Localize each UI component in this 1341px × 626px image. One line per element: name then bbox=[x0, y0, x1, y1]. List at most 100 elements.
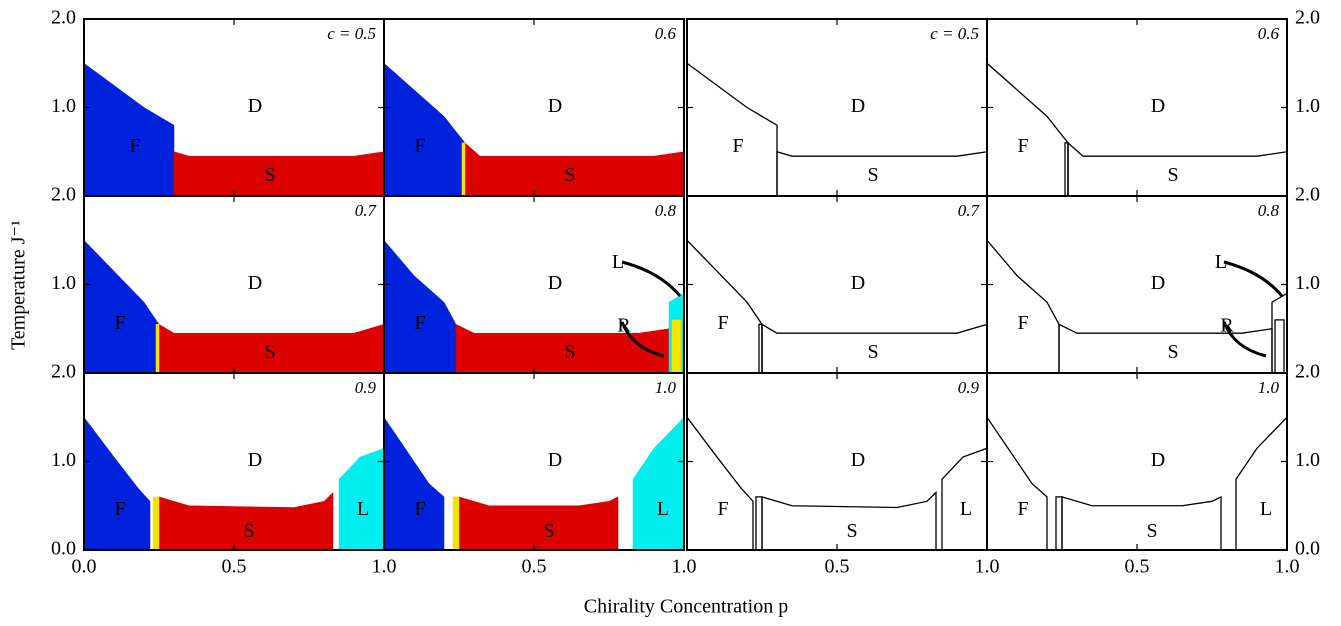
phase-label: F bbox=[732, 135, 743, 157]
panel-frame bbox=[686, 18, 988, 197]
phase-label: S bbox=[867, 164, 878, 186]
x-tick-label: 0.5 bbox=[222, 556, 247, 578]
phase-label: D bbox=[248, 449, 262, 471]
phase-region bbox=[155, 324, 160, 374]
phase-region bbox=[383, 239, 457, 374]
phase-label: F bbox=[1017, 312, 1028, 334]
panel-label: c = 0.5 bbox=[327, 24, 376, 43]
phase-region bbox=[1271, 292, 1288, 374]
phase-region bbox=[152, 496, 160, 551]
y-axis-label: Temperature J⁻¹ bbox=[8, 220, 30, 350]
phase-region bbox=[83, 239, 160, 374]
y-tick-label: 1.0 bbox=[51, 95, 76, 117]
phase-region bbox=[758, 323, 763, 374]
phase-region bbox=[671, 319, 682, 374]
x-tick-label: 0.5 bbox=[1125, 556, 1150, 578]
x-axis-label: Chirality Concentration p bbox=[584, 596, 788, 618]
panel-label: 0.9 bbox=[355, 378, 377, 397]
phase-label: D bbox=[1151, 95, 1165, 117]
x-tick-label: 1.0 bbox=[975, 556, 1000, 578]
phase-region bbox=[686, 415, 754, 551]
phase-label: S bbox=[543, 520, 554, 542]
phase-label: D bbox=[248, 272, 262, 294]
phase-label: R bbox=[1220, 315, 1234, 337]
phase-label: F bbox=[717, 312, 728, 334]
phase-label: F bbox=[114, 312, 125, 334]
phase-label: S bbox=[1146, 520, 1157, 542]
phase-region bbox=[632, 416, 685, 551]
arrow-l bbox=[1223, 260, 1284, 297]
phase-label: D bbox=[851, 272, 865, 294]
phase-label: S bbox=[264, 164, 275, 186]
phase-label: S bbox=[243, 520, 254, 542]
phase-region bbox=[986, 415, 1048, 551]
panel-frame bbox=[686, 195, 988, 374]
panel-label: 0.7 bbox=[355, 201, 378, 220]
phase-label: F bbox=[414, 498, 425, 520]
phase-label: S bbox=[264, 341, 275, 363]
phase-region bbox=[1055, 496, 1063, 551]
phase-label: F bbox=[1017, 498, 1028, 520]
phase-label: L bbox=[612, 251, 624, 273]
arrows bbox=[620, 260, 1284, 358]
phase-region bbox=[83, 62, 175, 197]
phase-region bbox=[458, 496, 619, 551]
panel-label: 0.6 bbox=[1258, 24, 1280, 43]
phase-label: F bbox=[129, 135, 140, 157]
phase-region bbox=[686, 238, 763, 374]
panel-frame bbox=[986, 18, 1288, 197]
phase-label: S bbox=[846, 520, 857, 542]
x-tick-label: 0.0 bbox=[72, 556, 97, 578]
phase-region bbox=[158, 491, 334, 551]
phase-label: D bbox=[548, 272, 562, 294]
y-tick-label: 1.0 bbox=[1295, 449, 1320, 471]
phase-region bbox=[83, 416, 151, 551]
panel-label: 1.0 bbox=[1258, 378, 1280, 397]
phase-region bbox=[755, 496, 763, 551]
phase-region bbox=[461, 142, 466, 197]
y-tick-label: 1.0 bbox=[51, 449, 76, 471]
phase-region bbox=[1064, 142, 1069, 197]
x-tick-label: 1.0 bbox=[372, 556, 397, 578]
phase-region bbox=[761, 490, 937, 551]
phase-label: D bbox=[1151, 449, 1165, 471]
phase-label: L bbox=[1215, 251, 1227, 273]
arrow-r bbox=[1222, 321, 1267, 358]
phase-label: S bbox=[867, 341, 878, 363]
y-tick-label: 2.0 bbox=[1295, 7, 1320, 29]
phase-region bbox=[1235, 415, 1288, 551]
phase-label: S bbox=[564, 341, 575, 363]
phase-region bbox=[452, 496, 460, 551]
y-tick-label: 1.0 bbox=[1295, 95, 1320, 117]
phase-label: D bbox=[851, 449, 865, 471]
phase-label: S bbox=[1167, 164, 1178, 186]
phase-label: F bbox=[1017, 135, 1028, 157]
phase-region bbox=[383, 416, 445, 551]
panel-label: c = 0.5 bbox=[930, 24, 979, 43]
panel-label: 1.0 bbox=[655, 378, 677, 397]
phase-label: F bbox=[114, 498, 125, 520]
y-tick-label: 2.0 bbox=[1295, 184, 1320, 206]
phase-label: F bbox=[717, 498, 728, 520]
phase-region bbox=[986, 61, 1069, 197]
phase-label: F bbox=[414, 312, 425, 334]
y-tick-label: 2.0 bbox=[1295, 361, 1320, 383]
y-tick-label: 2.0 bbox=[51, 361, 76, 383]
y-tick-label: 1.0 bbox=[1295, 272, 1320, 294]
x-tick-label: 0.5 bbox=[825, 556, 850, 578]
y-tick-label: 1.0 bbox=[51, 272, 76, 294]
panel-frame bbox=[986, 372, 1288, 551]
phase-label: L bbox=[657, 498, 669, 520]
y-tick-label: 0.0 bbox=[51, 538, 76, 560]
x-tick-label: 1.0 bbox=[1275, 556, 1300, 578]
arrow-l bbox=[621, 260, 682, 297]
panel-label: 0.8 bbox=[1258, 201, 1280, 220]
phase-region bbox=[776, 150, 988, 197]
phase-region bbox=[1058, 323, 1273, 374]
phase-region bbox=[455, 323, 670, 374]
phase-label: F bbox=[414, 135, 425, 157]
panel-label: 0.7 bbox=[958, 201, 981, 220]
phase-region bbox=[173, 151, 385, 197]
phase-label: L bbox=[960, 498, 972, 520]
